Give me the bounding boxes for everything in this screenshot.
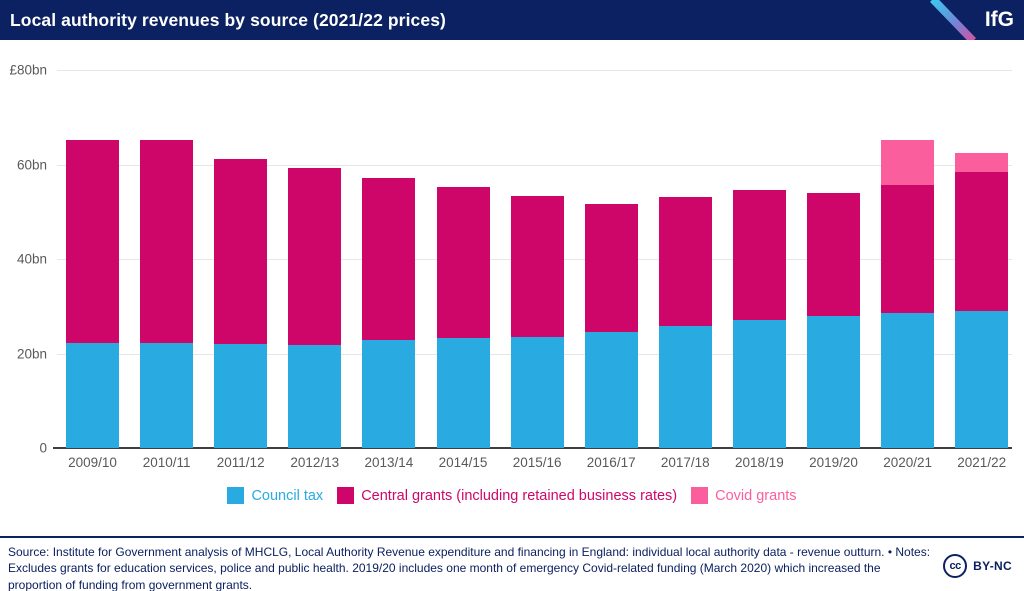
x-tick-label: 2013/14 xyxy=(364,455,414,470)
source-note: Source: Institute for Government analysi… xyxy=(8,545,931,591)
x-tick-label: 2010/11 xyxy=(142,455,191,470)
legend-swatch-icon xyxy=(691,487,709,504)
x-tick-label: 2016/17 xyxy=(586,455,636,470)
bar-segment-central_grants xyxy=(140,139,194,343)
bar-segment-central_grants xyxy=(510,195,564,337)
x-tick-label: 2012/13 xyxy=(290,455,340,470)
y-tick-label: 60bn xyxy=(16,157,47,172)
y-tick-label: 40bn xyxy=(16,251,47,267)
bar-segment-council_tax xyxy=(658,326,712,448)
bar-2009-10 xyxy=(66,139,119,448)
y-tick-label: £80bn xyxy=(9,62,47,78)
bar-segment-central_grants xyxy=(214,158,268,345)
plot-area: £80bn 60bn 40bn 20bn 0 2009/10 2010/11 2011/12 2… xyxy=(9,63,1012,470)
x-tick-label: 2020/21 xyxy=(883,455,932,470)
bar-segment-central_grants xyxy=(362,177,416,340)
chart-title: Local authority revenues by source (2021… xyxy=(10,10,446,30)
bar-segment-central_grants xyxy=(288,168,342,345)
bar-segment-central_grants xyxy=(807,193,860,317)
bar-2018-19 xyxy=(732,189,786,448)
legend-swatch-icon xyxy=(227,487,245,504)
bar-2014-15 xyxy=(436,187,490,448)
bar-segment-covid_grants xyxy=(881,140,935,185)
bar-segment-central_grants xyxy=(584,204,638,332)
bar-segment-central_grants xyxy=(436,187,490,339)
bar-segment-council_tax xyxy=(140,342,194,448)
bar-segment-council_tax xyxy=(732,320,786,448)
bar-2017-18 xyxy=(658,197,712,448)
cc-license: cc BY-NC xyxy=(943,554,1012,578)
x-tick-label: 2017/18 xyxy=(660,455,710,470)
bar-segment-council_tax xyxy=(881,313,935,448)
x-tick-label: 2011/12 xyxy=(216,455,265,470)
bar-2013-14 xyxy=(362,177,416,448)
bar-segment-council_tax xyxy=(288,345,342,448)
legend-label: Central grants (including retained busin… xyxy=(361,487,678,504)
bar-2011-12 xyxy=(214,158,268,448)
bar-2016-17 xyxy=(584,204,638,448)
y-tick-label: 20bn xyxy=(16,346,47,361)
x-tick-label: 2014/15 xyxy=(438,455,488,470)
bar-segment-council_tax xyxy=(955,311,1009,448)
bar-segment-council_tax xyxy=(66,342,119,448)
x-tick-label: 2021/22 xyxy=(957,455,1007,470)
bar-segment-council_tax xyxy=(436,338,490,448)
gridline-80 xyxy=(57,70,1012,71)
ifg-logo-text: IfG xyxy=(984,8,1014,31)
bar-segment-covid_grants xyxy=(955,152,1009,172)
cc-icon: cc xyxy=(943,554,968,578)
bar-2019-20 xyxy=(807,193,860,448)
bar-segment-council_tax xyxy=(807,316,860,448)
bar-2015-16 xyxy=(510,195,564,448)
legend-label: Covid grants xyxy=(715,487,797,504)
footer: Source: Institute for Government analysi… xyxy=(0,536,1024,591)
bar-segment-central_grants xyxy=(955,171,1009,311)
bar-2020-21 xyxy=(881,140,935,448)
bar-segment-council_tax xyxy=(214,344,268,448)
bar-2012-13 xyxy=(288,168,342,448)
legend-swatch-icon xyxy=(337,487,355,504)
legend: Council tax Central grants (including ret… xyxy=(0,487,1024,504)
x-tick-label: 2009/10 xyxy=(68,455,117,470)
bar-segment-central_grants xyxy=(881,184,935,314)
bar-segment-council_tax xyxy=(510,337,564,448)
gridline-60 xyxy=(57,164,1012,166)
legend-label: Council tax xyxy=(251,487,324,504)
bar-segment-council_tax xyxy=(584,331,638,448)
y-tick-label: 0 xyxy=(39,440,47,456)
bar-segment-central_grants xyxy=(66,139,119,343)
bar-segment-council_tax xyxy=(362,339,416,448)
ifg-logo-stripe-icon xyxy=(929,0,977,44)
legend-item-central_grants: Central grants (including retained busin… xyxy=(337,487,677,504)
bar-2010-11 xyxy=(140,139,194,448)
bar-segment-central_grants xyxy=(732,189,786,321)
bar-segment-central_grants xyxy=(658,197,712,327)
license-text: BY-NC xyxy=(973,559,1012,573)
legend-item-covid_grants: Covid grants xyxy=(691,487,797,504)
x-tick-label: 2015/16 xyxy=(512,455,562,470)
chart-area: £80bn 60bn 40bn 20bn 0 2009/10 2010/11 2011/12 2… xyxy=(0,40,1024,536)
x-tick-label: 2018/19 xyxy=(734,455,784,470)
legend-item-council_tax: Council tax xyxy=(227,487,323,504)
header: Local authority revenues by source (2021… xyxy=(0,0,1024,44)
bar-2021-22 xyxy=(955,152,1009,448)
x-axis-line xyxy=(53,447,1012,449)
x-tick-label: 2019/20 xyxy=(809,455,858,470)
